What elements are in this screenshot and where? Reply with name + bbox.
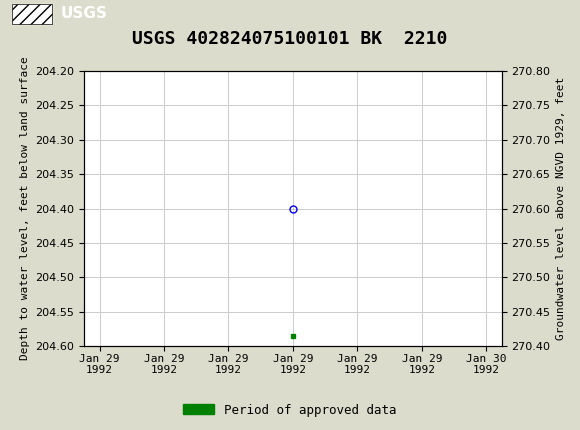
Bar [12,4,52,24]
Legend: Period of approved data: Period of approved data [178,399,402,421]
Y-axis label: Depth to water level, feet below land surface: Depth to water level, feet below land su… [20,57,30,360]
Text: USGS 402824075100101 BK  2210: USGS 402824075100101 BK 2210 [132,30,448,48]
Bar [12,4,52,24]
Text: USGS: USGS [61,6,108,22]
Y-axis label: Groundwater level above NGVD 1929, feet: Groundwater level above NGVD 1929, feet [556,77,566,340]
